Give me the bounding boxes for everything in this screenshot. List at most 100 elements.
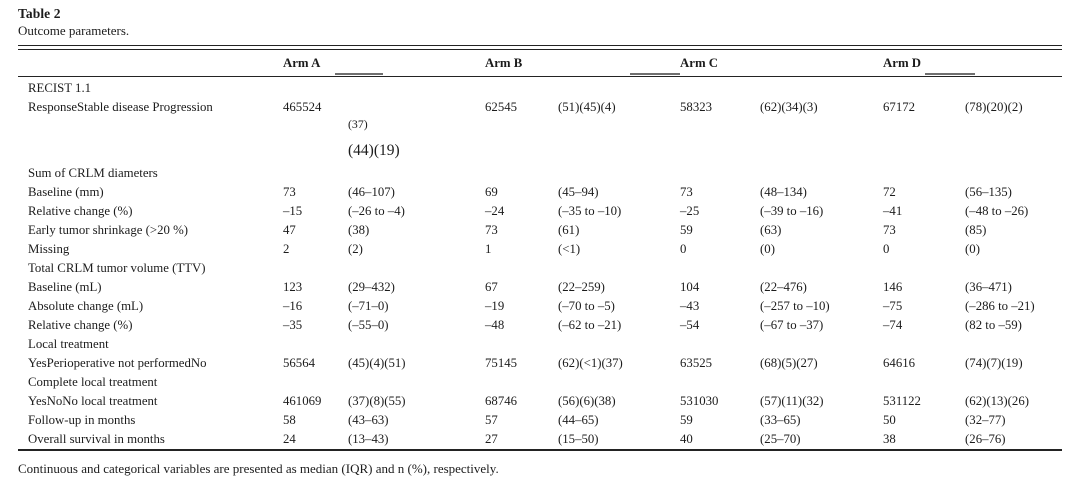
cell-value [485,164,558,183]
table-row: Follow-up in months 58 (43–63) 57 (44–65) 59 (… [18,411,1062,430]
cell-iqr [965,164,1062,183]
cell-iqr [348,259,485,278]
cell-value: 50 [883,413,896,427]
section-label: Sum of CRLM diameters [28,166,158,180]
table-row: Overall survival in months 24 (13–43) 27 (15… [18,430,1062,450]
cell-iqr [558,335,680,354]
cell-iqr: (37) (44)(19) [348,98,485,164]
cell-value: 465524 [283,100,322,114]
cell-value [883,373,965,392]
section-label: RECIST 1.1 [28,81,92,95]
cell-iqr [965,259,1062,278]
cell-value: –35 [283,318,303,332]
cell-value: 67 [485,280,498,294]
cell-value: –43 [680,299,700,313]
cell-value: 531030 [680,394,719,408]
cell-iqr: (33–65) [760,413,801,427]
cell-iqr [760,373,883,392]
cell-value [883,164,965,183]
column-header-arm-b: Arm B [485,50,681,77]
header-rule-segment [630,72,680,75]
cell-iqr: (–55–0) [348,318,389,332]
cell-value: –41 [883,204,903,218]
cell-value [283,259,348,278]
cell-value [883,77,965,99]
row-label: Overall survival in months [28,432,165,446]
table-title: Table 2 [18,6,61,21]
cell-value: 69 [485,185,498,199]
outcome-parameters-table-wrap: Arm A Arm B Arm C Arm D RECIST 1.1 ResponseS… [18,45,1063,451]
cell-value: –25 [680,204,700,218]
cell-iqr: (–39 to –16) [760,204,824,218]
cell-value: 146 [883,280,903,294]
section-row: Total CRLM tumor volume (TTV) [18,259,1062,278]
cell-value: –19 [485,299,505,313]
cell-iqr [965,373,1062,392]
cell-value: 62545 [485,100,518,114]
table-row: ResponseStable disease Progression 465524… [18,98,1062,164]
header-rule-segment [925,72,975,75]
cell-value: –16 [283,299,303,313]
cell-iqr: (–62 to –21) [558,318,622,332]
cell-value: 0 [883,242,890,256]
cell-value: 73 [485,223,498,237]
cell-value [283,164,348,183]
cell-value: –74 [883,318,903,332]
cell-value: 1 [485,242,492,256]
cell-iqr: (78)(20)(2) [965,100,1023,114]
section-row: Complete local treatment [18,373,1062,392]
cell-value: 63525 [680,356,713,370]
cell-iqr: (61) [558,223,580,237]
cell-value: 59 [680,223,693,237]
cell-iqr: (–26 to –4) [348,204,405,218]
cell-value [283,77,348,99]
cell-value: 73 [283,185,296,199]
cell-iqr: (45)(4)(51) [348,356,406,370]
table-row: Baseline (mL) 123 (29–432) 67 (22–259) 104 (22… [18,278,1062,297]
cell-iqr: (–71–0) [348,299,389,313]
cell-value: 58323 [680,100,713,114]
row-label: YesNoNo local treatment [28,394,158,408]
cell-iqr: (48–134) [760,185,807,199]
cell-iqr: (68)(5)(27) [760,356,818,370]
cell-iqr: (29–432) [348,280,395,294]
cell-iqr [348,77,485,99]
table-row: Early tumor shrinkage (>20 %) 47 (38) 73 (61… [18,221,1062,240]
cell-value [680,335,760,354]
section-label: Local treatment [28,337,109,351]
cell-iqr: (46–107) [348,185,395,199]
cell-iqr: (26–76) [965,432,1006,446]
cell-value: 0 [680,242,687,256]
cell-iqr: (25–70) [760,432,801,446]
cell-value: 47 [283,223,296,237]
table-header: Arm A Arm B Arm C Arm D [18,50,1063,77]
cell-value [485,259,558,278]
cell-iqr [760,77,883,99]
row-label: YesPerioperative not performedNo [28,356,207,370]
cell-iqr [348,164,485,183]
cell-iqr: (36–471) [965,280,1012,294]
cell-value [485,335,558,354]
cell-iqr: (<1) [558,242,581,256]
cell-value: 38 [883,432,896,446]
cell-value: 531122 [883,394,921,408]
column-header-arm-d: Arm D [883,50,1063,77]
cell-iqr: (63) [760,223,782,237]
section-label: Complete local treatment [28,375,158,389]
section-row: RECIST 1.1 [18,77,1062,99]
table-row: YesPerioperative not performedNo 56564 (45… [18,354,1062,373]
cell-iqr: (15–50) [558,432,599,446]
cell-iqr [760,335,883,354]
cell-value: 73 [680,185,693,199]
section-label: Total CRLM tumor volume (TTV) [28,261,206,275]
cell-value [883,259,965,278]
cell-value: 461069 [283,394,322,408]
row-label: Missing [28,242,70,256]
cell-iqr: (37)(8)(55) [348,394,406,408]
row-label: Relative change (%) [28,204,133,218]
cell-iqr [558,259,680,278]
cell-iqr: (56–135) [965,185,1012,199]
cell-iqr: (0) [760,242,775,256]
cell-iqr: (62)(13)(26) [965,394,1029,408]
cell-iqr [348,335,485,354]
